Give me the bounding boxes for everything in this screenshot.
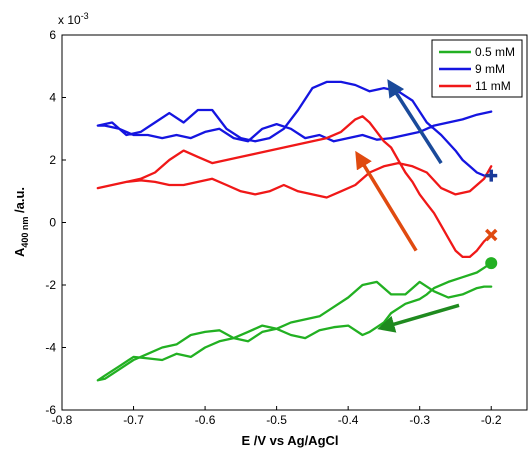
legend-label-0: 0.5 mM: [475, 45, 515, 59]
x-tick-label: -0.3: [409, 413, 430, 427]
legend-label-1: 9 mM: [475, 62, 505, 76]
y-tick-label: 4: [49, 91, 56, 105]
x-tick-label: -0.5: [266, 413, 287, 427]
series-end-marker-0: [485, 257, 497, 269]
x-tick-label: -0.7: [123, 413, 144, 427]
y-tick-label: -2: [45, 278, 56, 292]
y-multiplier-label: x 10-3: [58, 11, 89, 27]
y-tick-label: -4: [45, 341, 56, 355]
x-tick-label: -0.6: [195, 413, 216, 427]
y-tick-label: 2: [49, 153, 56, 167]
y-tick-label: -6: [45, 403, 56, 417]
x-tick-label: -0.2: [481, 413, 502, 427]
y-tick-label: 0: [49, 216, 56, 230]
legend: 0.5 mM 9 mM 11 mM: [432, 40, 522, 97]
y-tick-label: 6: [49, 28, 56, 42]
legend-label-2: 11 mM: [475, 79, 511, 93]
x-tick-label: -0.4: [338, 413, 359, 427]
y-axis-label: A400 nm /a.u.: [12, 187, 30, 257]
x-axis-label: E /V vs Ag/AgCl: [241, 433, 338, 448]
